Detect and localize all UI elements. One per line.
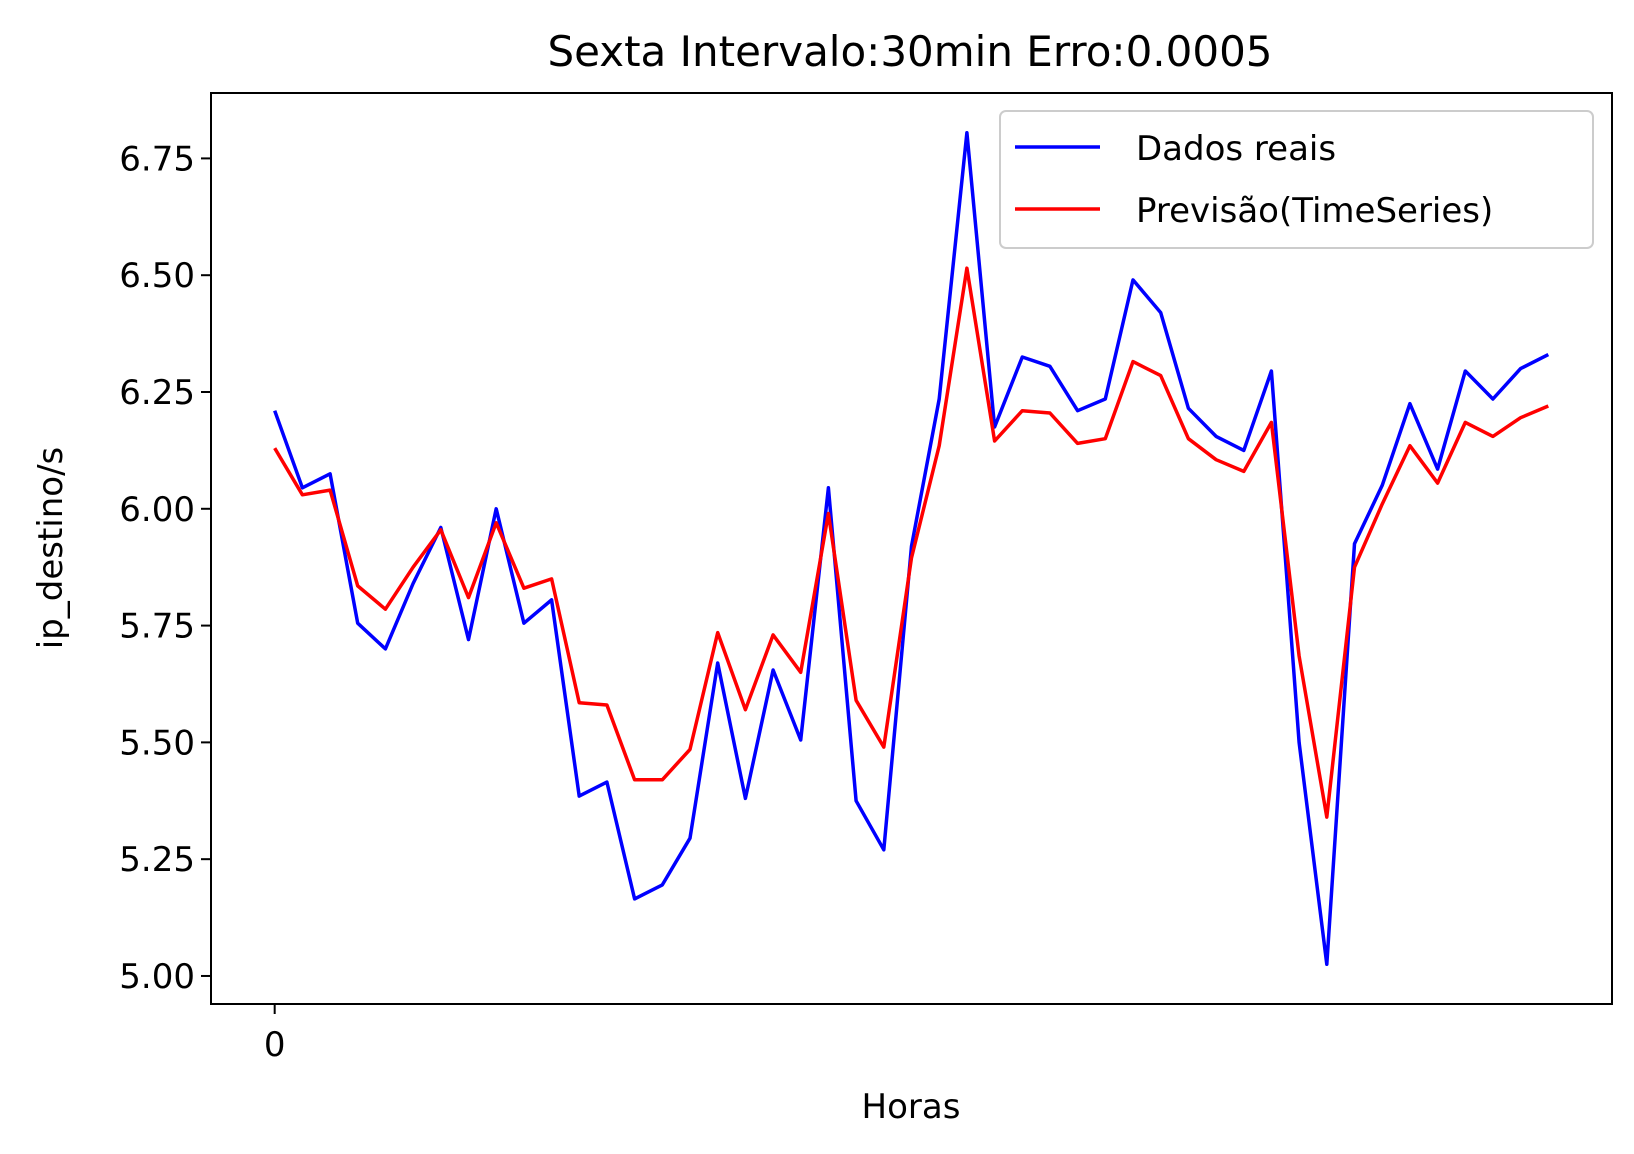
y-tick-label: 5.75 <box>119 607 195 647</box>
series-line-previsao <box>273 266 1549 819</box>
x-axis-label: Horas <box>862 1087 961 1127</box>
x-tick-label: 0 <box>264 1025 286 1065</box>
y-tick-label: 6.75 <box>119 139 195 179</box>
y-tick-label: 5.25 <box>119 840 195 880</box>
y-tick-label: 5.00 <box>119 957 195 997</box>
y-axis-label: ip_destino/s <box>31 447 71 650</box>
y-axis: 5.00 5.25 5.50 5.75 6.00 6.25 6.50 6.75 <box>119 139 211 997</box>
legend-label-previsao: Previsão(TimeSeries) <box>1136 191 1493 231</box>
y-tick-label: 6.25 <box>119 373 195 413</box>
y-tick-label: 5.50 <box>119 723 195 763</box>
y-tick-label: 6.00 <box>119 490 195 530</box>
legend: Dados reais Previsão(TimeSeries) <box>999 110 1594 249</box>
x-axis: 0 <box>264 1004 286 1065</box>
y-tick-label: 6.50 <box>119 256 195 296</box>
plot-frame <box>210 92 1613 1005</box>
series-layer <box>273 130 1550 967</box>
legend-box <box>999 110 1594 249</box>
legend-label-dados-reais: Dados reais <box>1136 129 1336 169</box>
chart-title: Sexta Intervalo:30min Erro:0.0005 <box>547 27 1272 76</box>
